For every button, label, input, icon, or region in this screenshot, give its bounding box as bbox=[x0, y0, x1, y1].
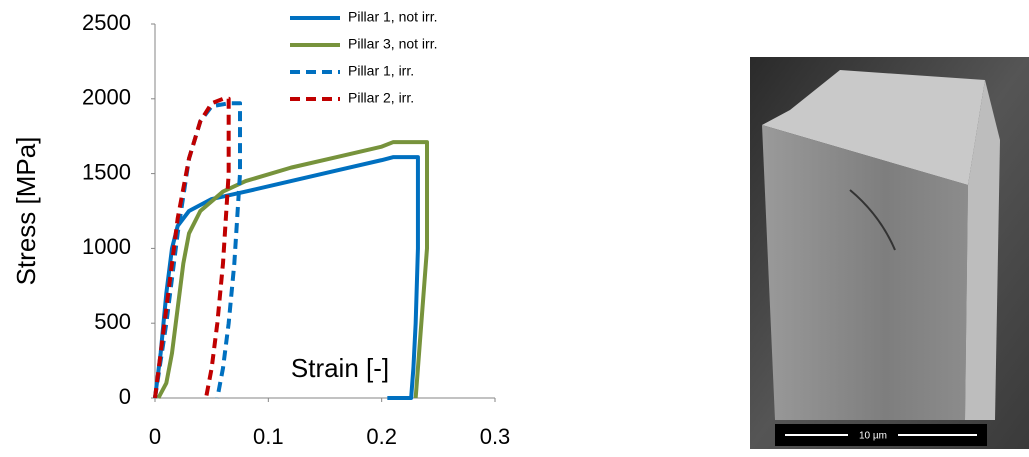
scale-bar-label: 10 µm bbox=[859, 431, 887, 442]
x-tick-label: 0.2 bbox=[366, 424, 397, 449]
legend-label: Pillar 1, irr. bbox=[348, 63, 414, 79]
figure: 10 µm Strain [-] Stress [MPa] 0 500 1000 15… bbox=[0, 0, 1029, 457]
y-tick-label: 1500 bbox=[82, 159, 131, 184]
x-tick-label: 0.1 bbox=[253, 424, 284, 449]
x-axis-label: Strain [-] bbox=[291, 353, 389, 383]
y-tick-label: 1000 bbox=[82, 234, 131, 259]
x-tick-label: 0 bbox=[149, 424, 161, 449]
x-tick-label: 0.3 bbox=[480, 424, 511, 449]
y-tick-label: 2500 bbox=[82, 10, 131, 35]
sem-image: 10 µm bbox=[750, 57, 1029, 449]
legend-label: Pillar 3, not irr. bbox=[348, 36, 437, 52]
y-tick-label: 2000 bbox=[82, 85, 131, 110]
legend-label: Pillar 2, irr. bbox=[348, 90, 414, 106]
legend-label: Pillar 1, not irr. bbox=[348, 9, 437, 25]
y-tick-label: 500 bbox=[94, 309, 131, 334]
y-tick-label: 0 bbox=[119, 384, 131, 409]
series-line bbox=[155, 99, 229, 398]
y-axis-label: Stress [MPa] bbox=[11, 137, 41, 286]
